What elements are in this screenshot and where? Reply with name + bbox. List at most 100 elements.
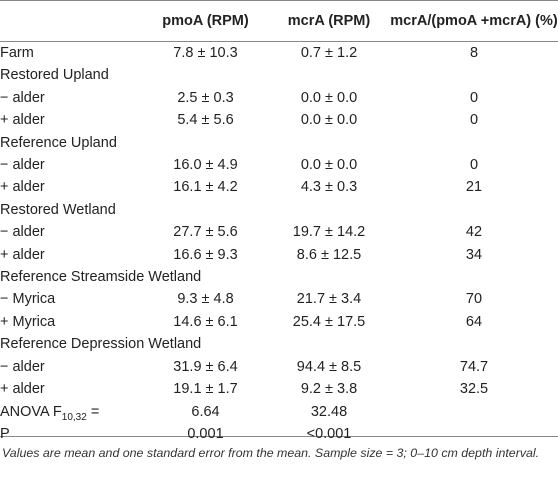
row-label: − Myrica: [0, 291, 56, 308]
row-label: + Myrica: [0, 313, 56, 330]
cell-ratio: 42: [465, 224, 483, 241]
header-label: [0, 0, 143, 42]
cell-mcra: 0.0 ± 0.0: [300, 89, 358, 106]
cell-mcra: 8.6 ± 12.5: [296, 246, 362, 263]
cell-ratio: 8: [469, 45, 479, 61]
cell-mcra: 94.4 ± 8.5: [296, 358, 362, 375]
row-label: + alder: [0, 246, 45, 263]
data-table: pmoA (RPM) mcrA (RPM) mcrA/(pmoA +mcrA) …: [0, 0, 558, 445]
cell-pmoa: 31.9 ± 6.4: [173, 358, 238, 375]
table-body: Farm 7.8 ± 10.3 0.7 ± 1.2 8 Restored Upland −…: [0, 42, 558, 445]
table-row: + Myrica 14.6 ± 6.1 25.4 ± 17.5 64: [0, 311, 558, 333]
row-label: Restored Wetland: [0, 201, 116, 218]
anova-label-text: ANOVA F: [0, 403, 62, 420]
row-label: + alder: [0, 179, 45, 196]
table-row: − alder 27.7 ± 5.6 19.7 ± 14.2 42: [0, 221, 558, 243]
row-label: Reference Upland: [0, 134, 117, 151]
cell-ratio: [390, 199, 558, 221]
row-label: Restored Upland: [0, 67, 109, 84]
cell-pmoa: 27.7 ± 5.6: [173, 224, 238, 241]
cell-ratio: 32.5: [459, 381, 489, 398]
table-row: + alder 16.1 ± 4.2 4.3 ± 0.3 21: [0, 176, 558, 198]
cell-ratio: [390, 266, 558, 288]
row-label: Reference Depression Wetland: [0, 336, 202, 353]
header-row: pmoA (RPM) mcrA (RPM) mcrA/(pmoA +mcrA) …: [0, 0, 558, 42]
cell-pmoa: 16.0 ± 4.9: [173, 157, 238, 174]
cell-mcra: 9.2 ± 3.8: [300, 381, 358, 398]
row-label: − alder: [0, 224, 45, 241]
cell-mcra: 0.0 ± 0.0: [300, 112, 358, 129]
cell-ratio: 0: [469, 157, 479, 174]
cell-mcra: [268, 64, 390, 86]
p-pmoa: 0.001: [187, 425, 224, 442]
cell-pmoa: 9.3 ± 4.8: [177, 291, 234, 308]
cell-pmoa: 16.6 ± 9.3: [173, 246, 238, 263]
anova-row: ANOVA F10,32 = 6.64 32.48: [0, 401, 558, 423]
p-ratio: [390, 423, 558, 445]
cell-mcra: 0.7 ± 1.2: [300, 45, 358, 61]
table-row: − Myrica 9.3 ± 4.8 21.7 ± 3.4 70: [0, 288, 558, 310]
table-row: Reference Upland: [0, 132, 558, 154]
cell-ratio: 64: [465, 313, 483, 330]
table-row: Restored Wetland: [0, 199, 558, 221]
cell-ratio: 34: [465, 246, 483, 263]
cell-ratio: [390, 64, 558, 86]
anova-suffix: =: [86, 403, 100, 420]
anova-mcra: 32.48: [310, 403, 348, 420]
table-row: Reference Streamside Wetland: [0, 266, 558, 288]
top-rule: [0, 0, 558, 1]
row-label: − alder: [0, 89, 45, 106]
cell-ratio: [390, 333, 558, 355]
row-label: − alder: [0, 157, 45, 174]
cell-mcra: [268, 333, 390, 355]
p-value-row: P 0.001 <0.001: [0, 423, 558, 445]
cell-mcra: 21.7 ± 3.4: [296, 291, 362, 308]
bottom-rule: [0, 436, 558, 437]
cell-mcra: 0.0 ± 0.0: [300, 157, 358, 174]
cell-pmoa: 2.5 ± 0.3: [177, 89, 234, 106]
cell-pmoa: [143, 199, 268, 221]
anova-pmoa: 6.64: [191, 403, 220, 420]
header-mcra: mcrA (RPM): [287, 13, 371, 29]
cell-mcra: [268, 266, 390, 288]
header-pmoa: pmoA (RPM): [162, 13, 249, 29]
table-row: − alder 31.9 ± 6.4 94.4 ± 8.5 74.7: [0, 356, 558, 378]
cell-ratio: 74.7: [459, 358, 489, 375]
header-ratio: mcrA/(pmoA +mcrA) (%): [390, 13, 558, 29]
footnote: Values are mean and one standard error f…: [2, 446, 540, 460]
cell-ratio: 0: [469, 112, 479, 129]
cell-ratio: 70: [465, 291, 483, 308]
table-row: + alder 19.1 ± 1.7 9.2 ± 3.8 32.5: [0, 378, 558, 400]
table-row: Restored Upland: [0, 64, 558, 86]
cell-mcra: 19.7 ± 14.2: [292, 224, 366, 241]
cell-pmoa: 7.8 ± 10.3: [173, 45, 238, 61]
p-label: P: [0, 425, 10, 442]
table-row: Farm 7.8 ± 10.3 0.7 ± 1.2 8: [0, 42, 558, 64]
row-label: − alder: [0, 358, 45, 375]
row-label: Farm: [0, 45, 34, 61]
cell-mcra: 4.3 ± 0.3: [300, 179, 358, 196]
header-rule: [0, 41, 558, 42]
table-row: + alder 5.4 ± 5.6 0.0 ± 0.0 0: [0, 109, 558, 131]
anova-label: ANOVA F10,32 =: [0, 401, 143, 423]
cell-pmoa: [143, 132, 268, 154]
cell-ratio: 0: [469, 89, 479, 106]
anova-ratio: [390, 401, 558, 423]
table-row: Reference Depression Wetland: [0, 333, 558, 355]
cell-pmoa: 5.4 ± 5.6: [177, 112, 234, 129]
cell-ratio: 21: [465, 179, 483, 196]
row-label: + alder: [0, 381, 45, 398]
p-mcra: <0.001: [306, 425, 352, 442]
cell-pmoa: 14.6 ± 6.1: [173, 313, 238, 330]
table-row: + alder 16.6 ± 9.3 8.6 ± 12.5 34: [0, 244, 558, 266]
cell-pmoa: 19.1 ± 1.7: [173, 381, 238, 398]
cell-mcra: [268, 132, 390, 154]
anova-subscript: 10,32: [61, 411, 87, 423]
row-label: Reference Streamside Wetland: [0, 269, 202, 286]
cell-mcra: 25.4 ± 17.5: [292, 313, 366, 330]
table-row: − alder 2.5 ± 0.3 0.0 ± 0.0 0: [0, 87, 558, 109]
cell-pmoa: 16.1 ± 4.2: [173, 179, 238, 196]
cell-ratio: [390, 132, 558, 154]
table-row: − alder 16.0 ± 4.9 0.0 ± 0.0 0: [0, 154, 558, 176]
